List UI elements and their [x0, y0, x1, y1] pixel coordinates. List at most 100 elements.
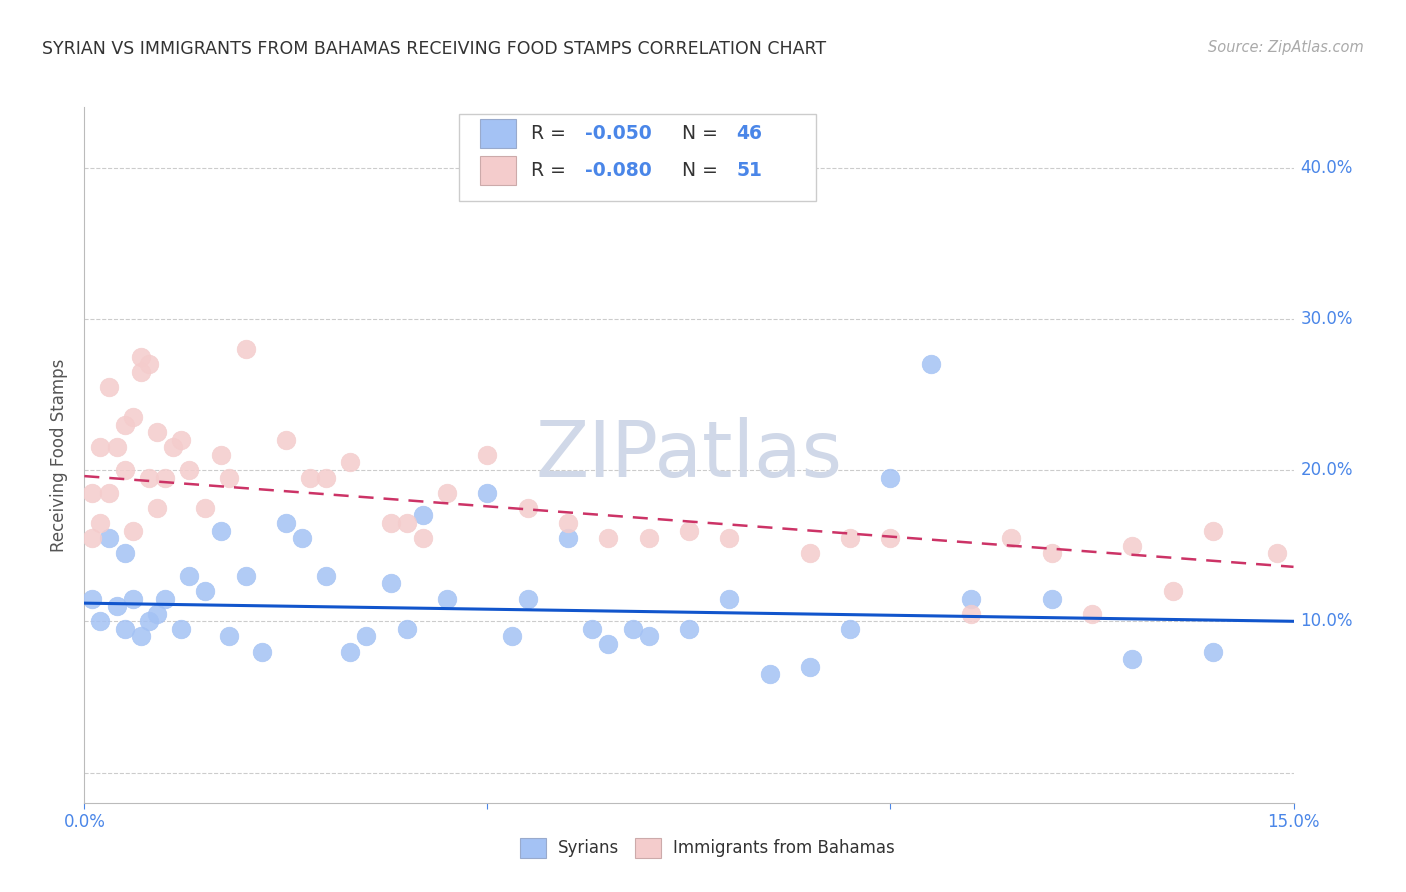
Point — [235, 342, 257, 356]
Point — [1202, 644, 1225, 658]
Point — [315, 470, 337, 484]
Point — [339, 644, 361, 658]
Point — [121, 410, 143, 425]
Point — [380, 516, 402, 530]
Point — [395, 516, 418, 530]
Point — [960, 607, 983, 621]
Bar — [479, 119, 516, 148]
Point — [209, 448, 232, 462]
Point — [235, 569, 257, 583]
Text: Source: ZipAtlas.com: Source: ZipAtlas.com — [1208, 40, 1364, 55]
Point — [581, 622, 603, 636]
Point — [138, 615, 160, 629]
Point — [129, 365, 152, 379]
Point — [758, 667, 780, 681]
Point — [839, 622, 862, 636]
Point — [250, 644, 273, 658]
Point — [97, 531, 120, 545]
Point — [89, 516, 111, 530]
Point — [436, 485, 458, 500]
Text: 30.0%: 30.0% — [1301, 310, 1353, 327]
Point — [380, 576, 402, 591]
Point — [105, 441, 128, 455]
Text: 40.0%: 40.0% — [1301, 159, 1353, 177]
Point — [299, 470, 322, 484]
Point — [799, 546, 821, 560]
Point — [97, 485, 120, 500]
Point — [153, 591, 176, 606]
Point — [1202, 524, 1225, 538]
Text: R =: R = — [530, 161, 571, 180]
Text: -0.080: -0.080 — [585, 161, 652, 180]
Point — [82, 591, 104, 606]
Point — [718, 531, 741, 545]
Point — [121, 524, 143, 538]
Point — [82, 485, 104, 500]
Point — [1040, 546, 1063, 560]
Point — [356, 629, 378, 643]
Point — [1121, 539, 1143, 553]
Point — [879, 470, 901, 484]
Point — [194, 500, 217, 515]
Point — [146, 425, 169, 440]
Point — [637, 629, 659, 643]
Point — [339, 455, 361, 469]
Point — [412, 508, 434, 523]
Point — [153, 470, 176, 484]
Point — [799, 659, 821, 673]
Point — [97, 380, 120, 394]
Point — [501, 629, 523, 643]
Text: R =: R = — [530, 124, 571, 143]
Point — [138, 357, 160, 371]
Point — [129, 629, 152, 643]
Point — [678, 622, 700, 636]
Point — [146, 607, 169, 621]
Point — [477, 485, 499, 500]
Point — [516, 500, 538, 515]
Text: ZIPatlas: ZIPatlas — [536, 417, 842, 493]
Point — [89, 441, 111, 455]
Point — [621, 622, 644, 636]
Point — [1040, 591, 1063, 606]
Text: N =: N = — [682, 124, 724, 143]
Point — [179, 463, 201, 477]
Point — [598, 531, 620, 545]
Point — [291, 531, 314, 545]
Point — [718, 591, 741, 606]
Point — [114, 622, 136, 636]
Point — [82, 531, 104, 545]
Point — [637, 531, 659, 545]
Text: Immigrants from Bahamas: Immigrants from Bahamas — [673, 839, 896, 857]
Point — [557, 516, 579, 530]
Point — [89, 615, 111, 629]
Point — [179, 569, 201, 583]
Point — [960, 591, 983, 606]
Point — [920, 357, 942, 371]
Point — [436, 591, 458, 606]
Bar — [520, 838, 547, 858]
Point — [395, 622, 418, 636]
Y-axis label: Receiving Food Stamps: Receiving Food Stamps — [51, 359, 69, 551]
Point — [678, 524, 700, 538]
Point — [114, 463, 136, 477]
Point — [274, 516, 297, 530]
Text: 10.0%: 10.0% — [1301, 612, 1353, 631]
Point — [146, 500, 169, 515]
Point — [162, 441, 184, 455]
Text: N =: N = — [682, 161, 724, 180]
Point — [598, 637, 620, 651]
Point — [315, 569, 337, 583]
Point — [1081, 607, 1104, 621]
Point — [209, 524, 232, 538]
Point — [170, 433, 193, 447]
Point — [129, 350, 152, 364]
Point — [839, 531, 862, 545]
Point — [1161, 584, 1184, 599]
Point — [1267, 546, 1289, 560]
Text: SYRIAN VS IMMIGRANTS FROM BAHAMAS RECEIVING FOOD STAMPS CORRELATION CHART: SYRIAN VS IMMIGRANTS FROM BAHAMAS RECEIV… — [42, 40, 827, 58]
Point — [412, 531, 434, 545]
Point — [879, 531, 901, 545]
Point — [218, 470, 240, 484]
Point — [516, 591, 538, 606]
Point — [114, 417, 136, 432]
